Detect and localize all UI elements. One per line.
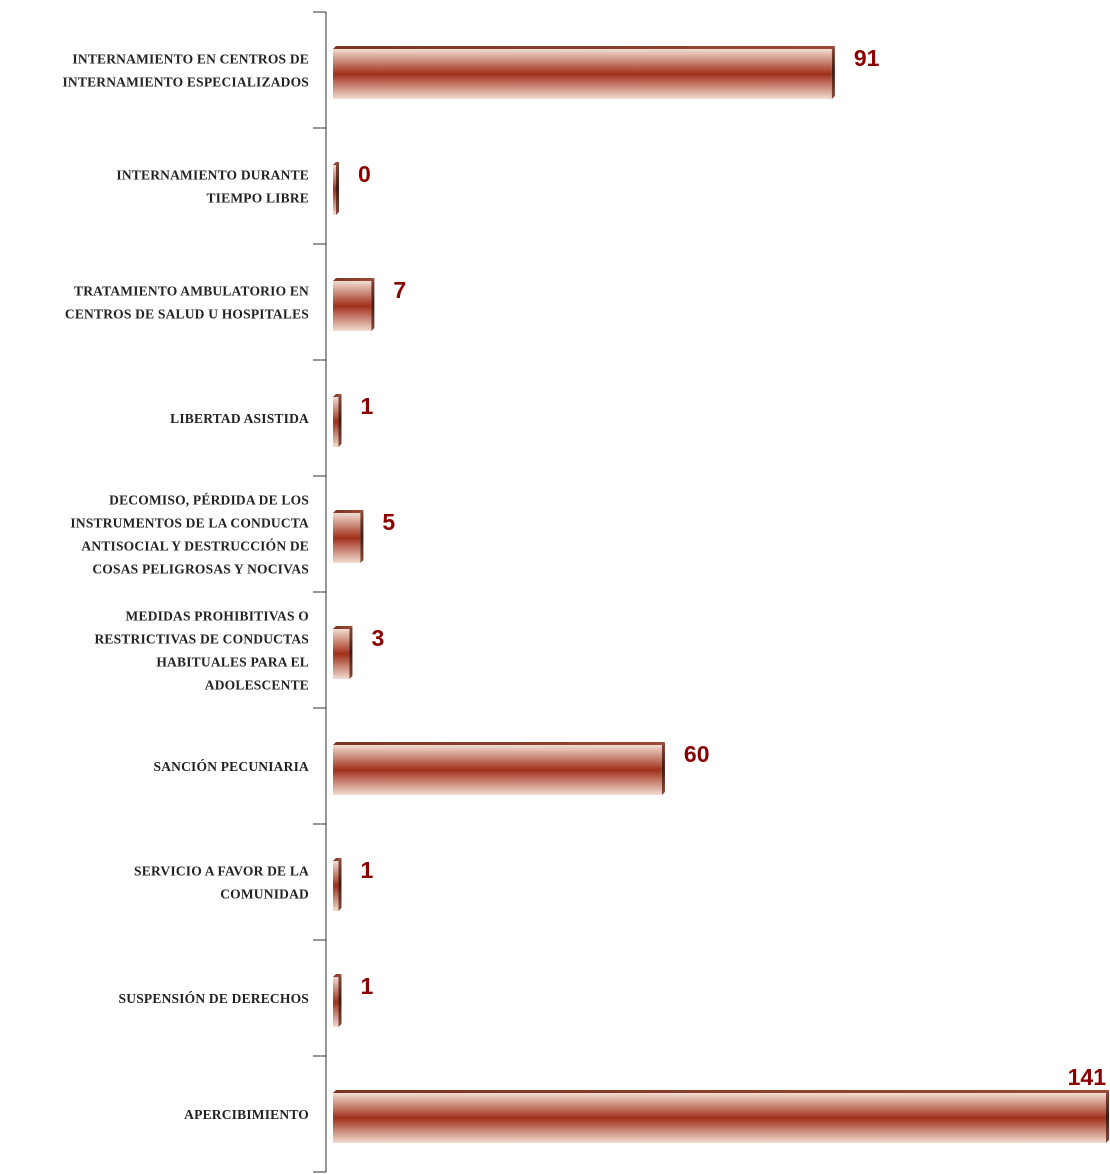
category-label-line: INTERNAMIENTO DURANTE — [116, 168, 309, 183]
bar-face — [333, 397, 339, 447]
bar — [333, 974, 342, 1027]
bar-top-face — [333, 1090, 1109, 1093]
category-label-line: INSTRUMENTOS DE LA CONDUCTA — [70, 516, 309, 531]
value-label: 1 — [360, 857, 373, 883]
category-label-line: TRATAMIENTO AMBULATORIO EN — [74, 284, 309, 299]
category-label: DECOMISO, PÉRDIDA DE LOS INSTRUMENTOS DE … — [70, 493, 309, 577]
value-label: 60 — [684, 741, 710, 767]
category-label: LIBERTAD ASISTIDA — [170, 411, 309, 426]
category-label-line: APERCIBIMIENTO — [184, 1107, 309, 1122]
bar-end-face — [1106, 1090, 1109, 1143]
bar-top-face — [333, 974, 342, 977]
category-label-line: COSAS PELIGROSAS Y NOCIVAS — [92, 562, 309, 577]
category-label-line: SERVICIO A FAVOR DE LA — [134, 864, 309, 879]
bar — [333, 626, 353, 679]
category-label-line: LIBERTAD ASISTIDA — [170, 411, 309, 426]
bar-face — [333, 861, 339, 911]
category-label-line: ADOLESCENTE — [205, 678, 309, 693]
category-label-line: DECOMISO, PÉRDIDA DE LOS — [109, 493, 309, 508]
category-label-line: RESTRICTIVAS DE CONDUCTAS — [94, 632, 309, 647]
bar-top-face — [333, 742, 665, 745]
bar — [333, 46, 835, 99]
category-label: SANCIÓN PECUNIARIA — [154, 759, 310, 774]
bar-top-face — [333, 626, 353, 629]
bar-face — [333, 49, 832, 99]
bar — [333, 278, 375, 331]
bar-top-face — [333, 394, 342, 397]
bar — [333, 742, 665, 795]
bar-end-face — [349, 626, 353, 679]
category-label: SERVICIO A FAVOR DE LA COMUNIDAD — [134, 864, 309, 902]
category-axis — [313, 11, 327, 1173]
bar-top-face — [333, 278, 375, 281]
category-labels-group: INTERNAMIENTO EN CENTROS DE INTERNAMIENTO… — [62, 52, 310, 1123]
value-label: 5 — [382, 509, 395, 535]
category-label-line: CENTROS DE SALUD U HOSPITALES — [65, 307, 309, 322]
category-label-line: SUSPENSIÓN DE DERECHOS — [119, 991, 309, 1006]
category-label: APERCIBIMIENTO — [184, 1107, 309, 1122]
bar-top-face — [333, 510, 364, 513]
category-label-line: MEDIDAS PROHIBITIVAS O — [126, 609, 309, 624]
category-label: SUSPENSIÓN DE DERECHOS — [119, 991, 309, 1006]
value-label: 3 — [371, 625, 384, 651]
bar-face — [333, 513, 361, 563]
category-label-line: HABITUALES PARA EL — [156, 655, 309, 670]
bar-face — [333, 977, 339, 1027]
value-label: 1 — [360, 393, 373, 419]
bar-face — [333, 745, 662, 795]
bar-top-face — [333, 162, 339, 165]
bar-top-face — [333, 858, 342, 861]
bar-end-face — [336, 162, 339, 215]
bars-group — [333, 46, 1109, 1143]
category-label: TRATAMIENTO AMBULATORIO EN CENTROS DE SAL… — [65, 284, 309, 322]
category-label: INTERNAMIENTO DURANTE TIEMPO LIBRE — [116, 168, 309, 206]
bar-end-face — [831, 46, 835, 99]
value-label: 141 — [1068, 1064, 1107, 1090]
value-label: 91 — [854, 45, 880, 71]
bar — [333, 510, 364, 563]
bar-end-face — [661, 742, 665, 795]
category-label-line: INTERNAMIENTO ESPECIALIZADOS — [62, 75, 309, 90]
bar-face — [333, 165, 336, 215]
bar-end-face — [360, 510, 364, 563]
bar-face — [333, 281, 372, 331]
bar-end-face — [338, 858, 342, 911]
category-label: INTERNAMIENTO EN CENTROS DE INTERNAMIENTO… — [62, 52, 309, 90]
bar-end-face — [338, 974, 342, 1027]
value-label: 0 — [358, 161, 371, 187]
category-label: MEDIDAS PROHIBITIVAS O RESTRICTIVAS DE CO… — [94, 609, 309, 693]
category-label-line: TIEMPO LIBRE — [206, 191, 309, 206]
category-label-line: ANTISOCIAL Y DESTRUCCIÓN DE — [81, 539, 309, 554]
value-label: 1 — [360, 973, 373, 999]
bar-face — [333, 629, 350, 679]
category-label-line: INTERNAMIENTO EN CENTROS DE — [72, 52, 309, 67]
bar-face — [333, 1093, 1106, 1143]
bar-top-face — [333, 46, 835, 49]
bar-end-face — [338, 394, 342, 447]
bar-end-face — [371, 278, 375, 331]
bar — [333, 394, 342, 447]
value-labels-group: 91 0 7 1 5 3 60 1 1 141 — [358, 45, 1106, 1090]
category-label-line: SANCIÓN PECUNIARIA — [154, 759, 310, 774]
bar — [333, 1090, 1109, 1143]
bar — [333, 162, 339, 215]
category-label-line: COMUNIDAD — [220, 887, 309, 902]
value-label: 7 — [393, 277, 406, 303]
bar — [333, 858, 342, 911]
